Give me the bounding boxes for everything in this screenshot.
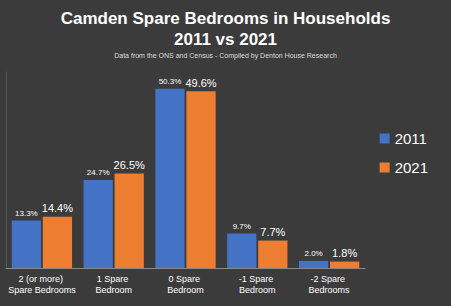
svg-text:2 (or more): 2 (or more) — [18, 274, 65, 284]
svg-text:Bedroom: Bedroom — [239, 285, 276, 295]
svg-text:9.7%: 9.7% — [233, 222, 251, 231]
svg-text:26.5%: 26.5% — [114, 159, 145, 171]
svg-text:2021: 2021 — [395, 159, 428, 176]
svg-text:-1 Spare: -1 Spare — [239, 274, 276, 284]
svg-text:Bedroom: Bedroom — [95, 285, 132, 295]
svg-text:1.8%: 1.8% — [332, 247, 357, 259]
svg-text:1 Spare: 1 Spare — [97, 274, 131, 284]
svg-text:2.0%: 2.0% — [304, 249, 322, 258]
svg-text:2011: 2011 — [395, 130, 427, 147]
svg-text:2011 vs 2021: 2011 vs 2021 — [174, 30, 277, 49]
svg-text:-2 Spare: -2 Spare — [311, 274, 348, 284]
svg-text:Bedroom: Bedroom — [167, 285, 204, 295]
svg-text:13.3%: 13.3% — [15, 209, 38, 218]
svg-text:Spare Bedrooms: Spare Bedrooms — [8, 285, 76, 295]
svg-text:24.7%: 24.7% — [87, 168, 110, 177]
svg-text:49.6%: 49.6% — [185, 77, 216, 89]
svg-text:14.4%: 14.4% — [42, 202, 73, 214]
svg-text:7.7%: 7.7% — [260, 226, 285, 238]
svg-text:50.3%: 50.3% — [159, 77, 182, 86]
svg-text:0 Spare: 0 Spare — [168, 274, 202, 284]
svg-text:Data from the ONS and Census -: Data from the ONS and Census - Compiled … — [114, 52, 337, 60]
svg-text:Camden Spare Bedrooms in House: Camden Spare Bedrooms in Households — [61, 9, 391, 28]
svg-text:Bedrooms: Bedrooms — [309, 285, 351, 295]
